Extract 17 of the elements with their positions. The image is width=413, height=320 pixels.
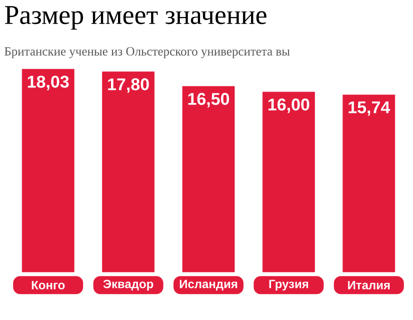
data-label: 18,03 xyxy=(28,76,69,90)
data-label: 15,74 xyxy=(348,101,390,116)
bar xyxy=(262,92,315,272)
x-tick-label: Конго xyxy=(32,281,65,290)
bar xyxy=(22,68,74,272)
x-tick-label: Исландия xyxy=(180,280,238,290)
data-label: 16,50 xyxy=(188,92,230,108)
data-label: 17,80 xyxy=(108,78,149,93)
bar xyxy=(342,94,396,272)
chart-subtitle: Британские ученые из Ольстерского университета вы xyxy=(4,47,290,58)
x-tick-label: Грузия xyxy=(269,280,308,291)
bar xyxy=(182,86,235,272)
chart-title: Размер имеет значение xyxy=(4,6,266,30)
data-label: 16,00 xyxy=(268,98,310,114)
bar xyxy=(102,72,155,272)
x-tick-label: Эквадор xyxy=(103,280,154,291)
x-tick-label: Италия xyxy=(348,281,390,290)
